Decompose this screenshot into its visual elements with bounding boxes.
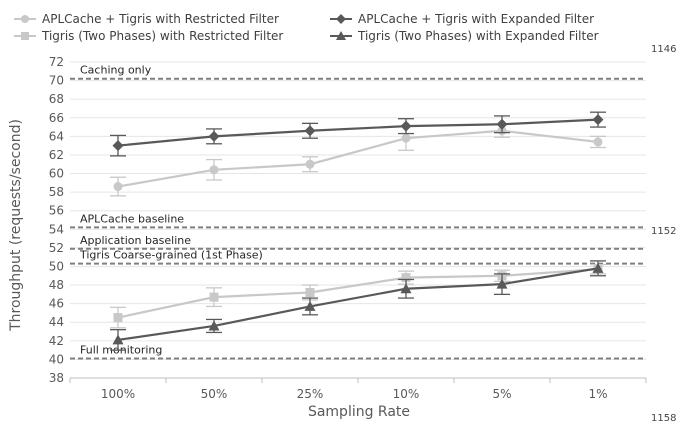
y-tick-label: 66 bbox=[49, 111, 64, 125]
reference-label: Tigris Coarse-grained (1st Phase) bbox=[79, 249, 263, 262]
y-tick-label: 44 bbox=[49, 315, 64, 329]
series-line bbox=[117, 118, 599, 147]
series-line bbox=[117, 267, 599, 341]
y-tick-label: 68 bbox=[49, 92, 64, 106]
series-1 bbox=[110, 123, 606, 197]
x-tick-label: 100% bbox=[101, 387, 135, 401]
data-point bbox=[592, 262, 604, 273]
series-4 bbox=[110, 260, 606, 351]
data-point bbox=[400, 120, 412, 132]
data-point bbox=[336, 14, 346, 24]
x-axis-title: Sampling Rate bbox=[308, 404, 410, 420]
data-point bbox=[592, 114, 604, 126]
legend-entry-1: APLCache + Tigris with Restricted Filter bbox=[14, 12, 279, 26]
legend-label: Tigris (Two Phases) with Expanded Filter bbox=[357, 29, 599, 43]
data-point bbox=[208, 130, 220, 142]
legend-entry-2: APLCache + Tigris with Expanded Filter bbox=[330, 12, 594, 26]
y-tick-label: 60 bbox=[49, 167, 64, 181]
series-2 bbox=[110, 111, 606, 157]
data-point bbox=[401, 133, 411, 143]
data-point bbox=[400, 283, 412, 294]
data-point bbox=[305, 287, 315, 297]
legend-label: Tigris (Two Phases) with Restricted Filt… bbox=[41, 29, 283, 43]
reference-lines: Caching only APLCache baseline Application… bbox=[70, 64, 646, 360]
data-point bbox=[21, 32, 29, 40]
x-tick-label: 50% bbox=[201, 387, 228, 401]
axes: 38 40 42 44 46 48 50 52 54 56 58 60 62 64 66 68 70 72 100%… bbox=[49, 55, 647, 401]
x-tick-label: 25% bbox=[297, 387, 324, 401]
y-tick-label: 48 bbox=[49, 278, 64, 292]
x-tick-label: 1% bbox=[588, 387, 607, 401]
data-point bbox=[209, 165, 219, 175]
legend-entry-3: Tigris (Two Phases) with Restricted Filt… bbox=[14, 29, 283, 43]
series-line bbox=[117, 129, 599, 188]
y-tick-label: 54 bbox=[49, 222, 64, 236]
y-tick-label: 40 bbox=[49, 352, 64, 366]
y-tick-label: 42 bbox=[49, 334, 64, 348]
legend-entry-4: Tigris (Two Phases) with Expanded Filter bbox=[330, 29, 599, 43]
data-point bbox=[401, 273, 411, 283]
data-series bbox=[110, 111, 606, 351]
y-tick-label: 72 bbox=[49, 55, 64, 69]
y-tick-label: 58 bbox=[49, 185, 64, 199]
data-point bbox=[304, 300, 316, 311]
x-tick-label: 10% bbox=[393, 387, 420, 401]
y-tick-label: 38 bbox=[49, 371, 64, 385]
y-tick-label: 62 bbox=[49, 148, 64, 162]
y-tick-label: 70 bbox=[49, 74, 64, 88]
data-point bbox=[113, 313, 123, 323]
y-tick-label: 64 bbox=[49, 129, 64, 143]
data-point bbox=[209, 292, 219, 302]
y-axis-title: Throughput (requests/second) bbox=[8, 119, 24, 332]
data-point bbox=[496, 278, 508, 289]
line-number-1: 1146 bbox=[651, 44, 676, 55]
data-point bbox=[21, 15, 29, 23]
data-point bbox=[112, 334, 124, 345]
x-tick-label: 5% bbox=[492, 387, 511, 401]
line-number-2: 1152 bbox=[651, 226, 676, 237]
legend-label: APLCache + Tigris with Expanded Filter bbox=[358, 12, 594, 26]
y-tick-label: 52 bbox=[49, 241, 64, 255]
data-point bbox=[208, 320, 220, 331]
y-tick-label: 46 bbox=[49, 297, 64, 311]
reference-label: APLCache baseline bbox=[80, 212, 184, 225]
reference-label: Application baseline bbox=[80, 234, 191, 247]
data-point bbox=[304, 125, 316, 137]
data-point bbox=[496, 118, 508, 130]
y-tick-label: 50 bbox=[49, 259, 64, 273]
data-point bbox=[593, 137, 603, 147]
data-point bbox=[336, 31, 346, 40]
series-3 bbox=[110, 263, 606, 329]
data-point bbox=[113, 182, 123, 192]
y-tick-label: 56 bbox=[49, 204, 64, 218]
reference-label: Caching only bbox=[80, 64, 152, 77]
line-number-3: 1158 bbox=[651, 413, 676, 424]
legend: APLCache + Tigris with Restricted Filter… bbox=[14, 12, 599, 43]
series-line bbox=[117, 268, 599, 319]
data-point bbox=[112, 140, 124, 152]
data-point bbox=[305, 159, 315, 169]
legend-label: APLCache + Tigris with Restricted Filter bbox=[42, 12, 279, 26]
